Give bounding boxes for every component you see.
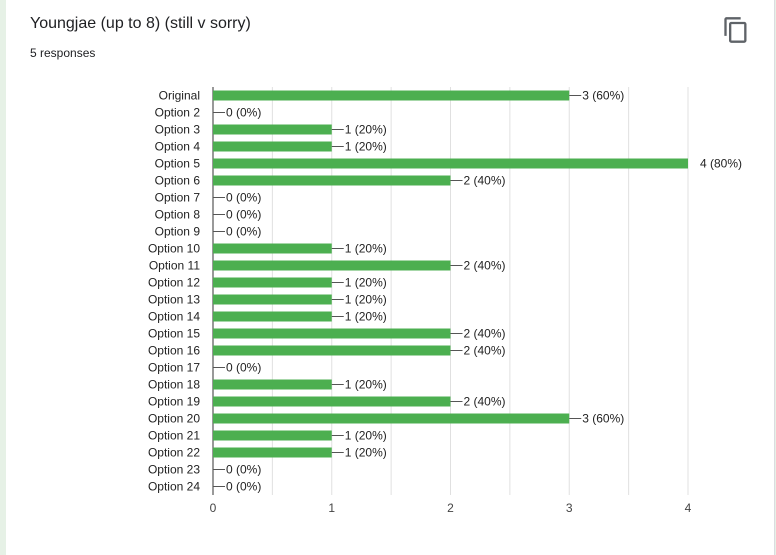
category-label: Option 12 [148,276,200,290]
value-label: 1 (20%) [345,446,387,460]
value-label: 0 (0%) [226,191,261,205]
category-label: Option 14 [148,310,200,324]
category-label: Option 9 [155,225,201,239]
bar[interactable] [213,175,451,186]
copy-icon [724,17,747,43]
bar[interactable] [213,141,332,152]
bar[interactable] [213,430,332,441]
value-label: 0 (0%) [226,361,261,375]
bar[interactable] [213,243,332,254]
value-label: 2 (40%) [464,259,506,273]
bar[interactable] [213,90,570,101]
category-label: Option 4 [155,140,201,154]
category-label: Option 21 [148,429,200,443]
x-tick-label: 0 [210,501,217,515]
bar[interactable] [213,345,451,356]
value-label: 2 (40%) [464,395,506,409]
value-label: 3 (60%) [582,412,624,426]
x-tick-label: 1 [328,501,335,515]
value-label: 0 (0%) [226,463,261,477]
bar[interactable] [213,260,451,271]
value-label: 1 (20%) [345,310,387,324]
category-label: Option 24 [148,480,200,494]
value-label: 1 (20%) [345,378,387,392]
bar[interactable] [213,413,570,424]
category-label: Option 11 [149,259,200,273]
category-label: Option 13 [148,293,200,307]
category-label: Option 22 [148,446,200,460]
value-label: 1 (20%) [345,123,387,137]
value-label: 2 (40%) [464,174,506,188]
value-label: 1 (20%) [345,276,387,290]
bar[interactable] [213,124,332,135]
value-label: 2 (40%) [464,344,506,358]
value-label: 3 (60%) [582,89,624,103]
bar[interactable] [213,396,451,407]
bar[interactable] [213,379,332,390]
value-label: 1 (20%) [345,140,387,154]
bar[interactable] [213,311,332,322]
value-label: 0 (0%) [226,208,261,222]
category-label: Option 8 [155,208,201,222]
category-label: Option 17 [148,361,200,375]
bar[interactable] [213,447,332,458]
x-tick-label: 3 [566,501,573,515]
value-label: 1 (20%) [345,242,387,256]
category-label: Original [159,89,200,103]
value-label: 1 (20%) [345,429,387,443]
response-count: 5 responses [30,46,96,60]
bar[interactable] [213,294,332,305]
value-label: 2 (40%) [464,327,506,341]
question-title: Youngjae (up to 8) (still v sorry) [30,15,251,32]
value-label: 0 (0%) [226,480,261,494]
category-label: Option 5 [155,157,201,171]
category-label: Option 16 [148,344,200,358]
bar[interactable] [213,277,332,288]
category-label: Option 2 [155,106,201,120]
value-label: 4 (80%) [700,157,742,171]
category-label: Option 15 [148,327,200,341]
x-tick-label: 4 [685,501,692,515]
category-label: Option 3 [155,123,201,137]
category-label: Option 7 [155,191,201,205]
value-label: 0 (0%) [226,106,261,120]
category-label: Option 18 [148,378,200,392]
value-label: 1 (20%) [345,293,387,307]
bar[interactable] [213,158,688,169]
copy-chart-button[interactable] [722,16,750,44]
category-label: Option 23 [148,463,200,477]
bar[interactable] [213,328,451,339]
category-label: Option 20 [148,412,200,426]
category-label: Option 19 [148,395,200,409]
x-tick-label: 2 [447,501,454,515]
category-label: Option 10 [148,242,200,256]
category-label: Option 6 [155,174,201,188]
value-label: 0 (0%) [226,225,261,239]
